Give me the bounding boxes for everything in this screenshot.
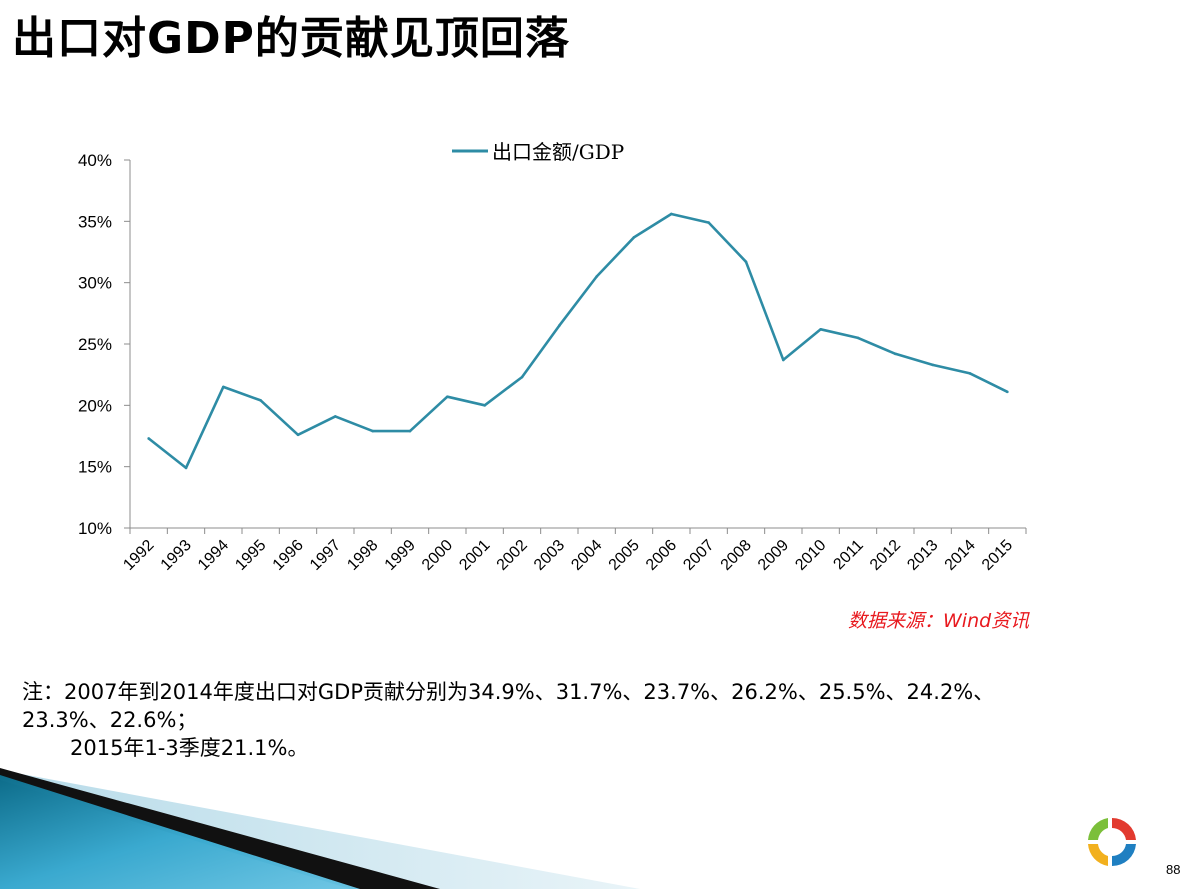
data-point <box>520 375 524 379</box>
data-point <box>744 260 748 264</box>
data-point <box>595 275 598 278</box>
data-point <box>632 235 636 239</box>
data-point <box>782 358 785 362</box>
company-logo <box>1088 817 1136 867</box>
data-point <box>296 433 300 437</box>
y-tick-label: 10% <box>78 519 112 538</box>
data-point <box>408 429 412 433</box>
y-tick-label: 15% <box>78 458 112 477</box>
footnote-line-2: 23.3%、22.6%； <box>22 708 198 732</box>
data-point <box>931 363 934 367</box>
data-point <box>371 429 374 433</box>
data-point <box>1006 390 1009 394</box>
data-point <box>894 352 897 356</box>
legend-label: 出口金额/GDP <box>492 140 624 164</box>
data-point <box>184 466 188 470</box>
footnote: 注：2007年到2014年度出口对GDP贡献分别为34.9%、31.7%、23.… <box>22 678 1142 762</box>
data-point <box>819 327 822 331</box>
y-tick-label: 20% <box>78 396 112 415</box>
slide-title: 出口对GDP的贡献见顶回落 <box>12 13 570 64</box>
data-source: 数据来源：Wind资讯 <box>848 610 1030 632</box>
series-line <box>147 212 1008 470</box>
data-point <box>856 336 860 340</box>
footnote-line-3: 2015年1-3季度21.1%。 <box>70 736 309 760</box>
y-tick-label: 35% <box>78 212 112 231</box>
data-point <box>222 385 225 389</box>
data-point <box>147 437 150 440</box>
y-tick-label: 30% <box>78 274 112 293</box>
page-number: 88 <box>1166 862 1181 877</box>
y-tick-label: 25% <box>78 335 112 354</box>
data-point <box>259 399 262 402</box>
data-point <box>483 404 486 407</box>
data-point <box>334 415 337 418</box>
y-tick-label: 40% <box>78 151 112 170</box>
data-point <box>670 212 673 216</box>
footnote-line-1: 注：2007年到2014年度出口对GDP贡献分别为34.9%、31.7%、23.… <box>22 680 995 704</box>
data-point <box>558 324 561 327</box>
data-point <box>446 395 449 399</box>
data-point <box>707 221 710 224</box>
data-point <box>968 372 972 375</box>
